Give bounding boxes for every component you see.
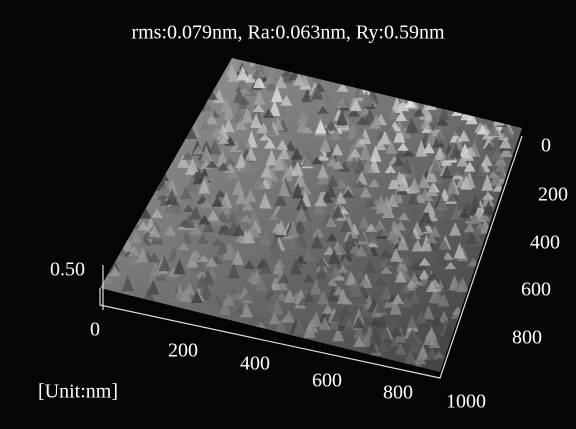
y-tick-label: 200 <box>538 184 568 206</box>
x-tick-label: 400 <box>240 353 270 375</box>
y-tick-label: 0 <box>541 135 551 157</box>
afm-image: rms:0.079nm, Ra:0.063nm, Ry:0.59nm [Unit… <box>0 0 576 429</box>
y-tick-label: 1000 <box>446 391 486 413</box>
y-tick-label: 400 <box>530 232 560 254</box>
x-tick-label: 0 <box>90 319 100 341</box>
x-tick-label: 600 <box>312 370 342 392</box>
page: rms:0.079nm, Ra:0.063nm, Ry:0.59nm [Unit… <box>0 0 576 429</box>
x-tick-label: 800 <box>383 382 413 404</box>
title: rms:0.079nm, Ra:0.063nm, Ry:0.59nm <box>131 22 445 44</box>
z-tick-label: 0.50 <box>50 259 85 281</box>
unit-label: [Unit:nm] <box>38 381 118 403</box>
y-tick-label: 800 <box>512 327 542 349</box>
x-tick-label: 200 <box>168 340 198 362</box>
y-tick-label: 600 <box>521 279 551 301</box>
